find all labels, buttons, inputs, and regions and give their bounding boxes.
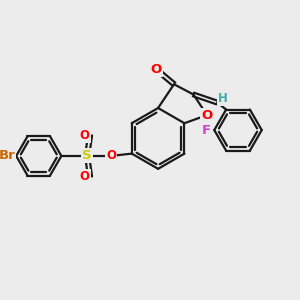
Text: O: O bbox=[150, 63, 162, 76]
Text: F: F bbox=[202, 124, 211, 136]
Text: H: H bbox=[218, 92, 228, 105]
Text: O: O bbox=[80, 129, 90, 142]
Text: Br: Br bbox=[0, 149, 15, 162]
Text: O: O bbox=[201, 109, 213, 122]
Text: S: S bbox=[82, 149, 92, 162]
Text: O: O bbox=[106, 149, 116, 162]
Text: O: O bbox=[80, 170, 90, 183]
